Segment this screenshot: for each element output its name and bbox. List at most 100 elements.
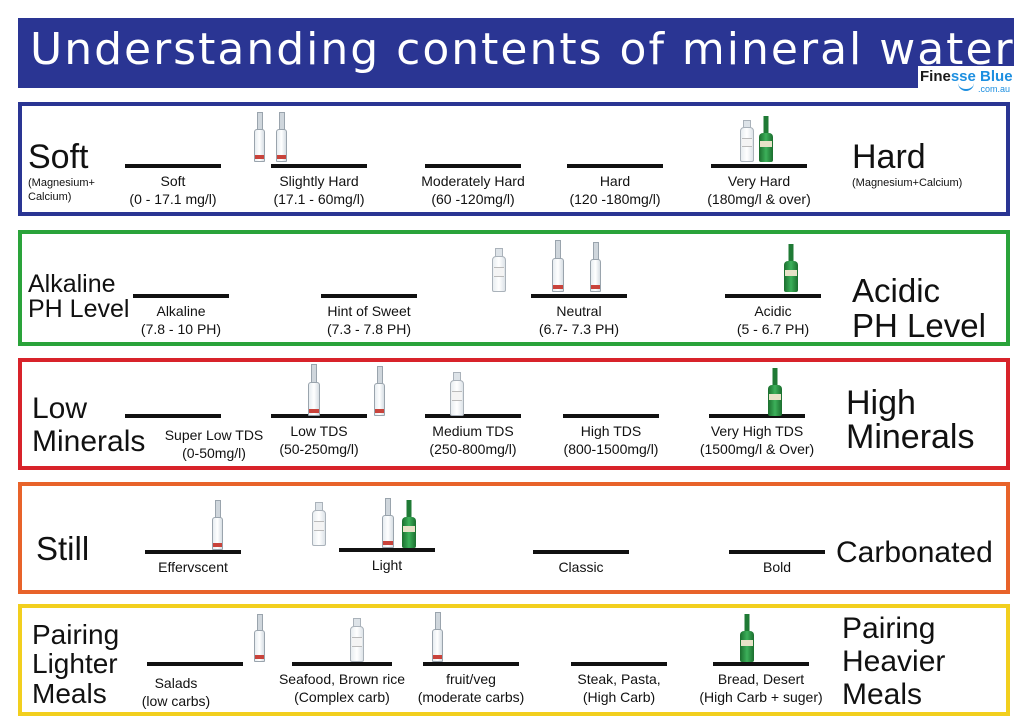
scale-line: [125, 164, 221, 168]
logo-text-b: sse Blue: [950, 68, 1013, 85]
marker-range: (250-800mg/l): [429, 441, 517, 458]
marker-name: Medium TDS: [432, 423, 514, 439]
bottle-icon: [432, 612, 443, 662]
marker-range: (6.7- 7.3 PH): [538, 321, 620, 338]
carbonation-marker-bold: Bold: [702, 550, 852, 576]
scale-line: [423, 662, 519, 666]
scale-line: [147, 662, 243, 666]
marker-range: (17.1 - 60mg/l): [273, 191, 365, 208]
marker-name: Moderately Hard: [421, 173, 525, 189]
ph-band: Alkaline PH Level Acidic PH Level Alkali…: [18, 230, 1010, 346]
pairing-marker-seafood: Seafood, Brown rice (Complex carb): [252, 662, 432, 706]
pairing-marker-salads: [120, 662, 270, 670]
marker-range: (low carbs): [141, 693, 211, 710]
scale-line: [725, 294, 821, 298]
scale-line: [271, 414, 367, 418]
bottle-icon: [740, 120, 754, 162]
marker-range: (High Carb + suger): [699, 689, 823, 706]
scale-line: [709, 414, 805, 418]
ph-right-label: Acidic PH Level: [852, 272, 986, 344]
scale-line: [711, 164, 807, 168]
scale-line: [271, 164, 367, 168]
hardness-marker-slightly-hard: Slightly Hard (17.1 - 60mg/l): [244, 164, 394, 208]
bottle-icon: [382, 498, 394, 548]
minerals-marker-very-high: Very High TDS (1500mg/l & Over): [682, 414, 832, 458]
scale-line: [125, 414, 221, 418]
hardness-left-label: Soft: [28, 138, 89, 176]
marker-range: (120 -180mg/l): [569, 191, 661, 208]
scale-line: [292, 662, 392, 666]
marker-name: Acidic: [754, 303, 792, 319]
marker-name: Very High TDS: [710, 423, 804, 439]
minerals-super-low-text: Super Low TDS (0-50mg/l): [154, 426, 274, 462]
pairing-salads-text: Salads (low carbs): [126, 674, 226, 710]
pairing-left-label: Pairing Lighter Meals: [32, 619, 120, 709]
logo-domain: .com.au: [977, 84, 1010, 94]
marker-range: (1500mg/l & Over): [699, 441, 815, 458]
marker-name: Effervscent: [158, 559, 228, 575]
bottle-icon: [350, 618, 364, 662]
marker-range: (High Carb): [582, 689, 656, 706]
marker-range: (800-1500mg/l): [563, 441, 659, 458]
bottle-icon: [308, 364, 320, 416]
bottle-icon: [740, 614, 754, 662]
bottle-icon: [254, 614, 265, 662]
bottle-icon: [590, 242, 601, 292]
marker-name: Steak, Pasta,: [577, 671, 661, 687]
scale-line: [425, 164, 521, 168]
bottle-icon: [759, 116, 773, 162]
minerals-left-label: Low Minerals: [32, 392, 146, 458]
scale-line: [729, 550, 825, 554]
marker-name: Alkaline: [156, 303, 206, 319]
bottle-icon: [312, 502, 326, 546]
marker-name: Low TDS: [290, 423, 348, 439]
bottle-icon: [402, 500, 416, 548]
bottle-icon: [450, 372, 464, 416]
marker-name: High TDS: [580, 423, 642, 439]
hardness-marker-very-hard: Very Hard (180mg/l & over): [684, 164, 834, 208]
bottle-icon: [374, 366, 385, 416]
scale-line: [563, 414, 659, 418]
carbonation-marker-classic: Classic: [506, 550, 656, 576]
scale-line: [567, 164, 663, 168]
brand-logo: Finesse Blue .com.au: [918, 66, 1014, 96]
marker-name: Salads: [154, 675, 198, 691]
minerals-marker-medium: Medium TDS (250-800mg/l): [398, 414, 548, 458]
bottle-icon: [768, 368, 782, 416]
page-title: Understanding contents of mineral waters: [30, 24, 1024, 75]
minerals-marker-low: Low TDS (50-250mg/l): [244, 414, 394, 458]
bottle-icon: [212, 500, 223, 550]
wave-icon: [958, 83, 974, 91]
marker-name: Hard: [599, 173, 631, 189]
scale-line: [425, 414, 521, 418]
minerals-band: Low Minerals High Minerals Super Low TDS…: [18, 358, 1010, 470]
pairing-marker-fruit-veg: fruit/veg (moderate carbs): [396, 662, 546, 706]
marker-name: Soft: [160, 173, 186, 189]
title-banner: Understanding contents of mineral waters: [18, 18, 1024, 88]
marker-name: Seafood, Brown rice: [278, 671, 406, 687]
ph-marker-alkaline: Alkaline (7.8 - 10 PH): [106, 294, 256, 338]
marker-range: (7.8 - 10 PH): [140, 321, 222, 338]
marker-range: (0 - 17.1 mg/l): [129, 191, 217, 208]
scale-line: [571, 662, 667, 666]
ph-marker-neutral: Neutral (6.7- 7.3 PH): [504, 294, 654, 338]
hardness-marker-moderately-hard: Moderately Hard (60 -120mg/l): [398, 164, 548, 208]
hardness-left-sub: (Magnesium+ Calcium): [28, 177, 95, 204]
marker-range: (Complex carb): [294, 689, 390, 706]
bottle-icon: [552, 240, 564, 292]
minerals-right-label: High Minerals: [846, 384, 975, 456]
scale-line: [533, 550, 629, 554]
ph-left-label: Alkaline PH Level: [28, 270, 130, 323]
ph-marker-acidic: Acidic (5 - 6.7 PH): [698, 294, 848, 338]
marker-name: Hint of Sweet: [327, 303, 411, 319]
marker-range: (moderate carbs): [417, 689, 525, 706]
scale-line: [321, 294, 417, 298]
pairing-band: Pairing Lighter Meals Pairing Heavier Me…: [18, 604, 1010, 716]
marker-range: (180mg/l & over): [707, 191, 811, 208]
marker-name: Super Low TDS: [164, 427, 264, 443]
logo-text-a: Fine: [920, 68, 951, 85]
minerals-marker-super-low: [98, 414, 248, 422]
marker-range: (7.3 - 7.8 PH): [326, 321, 412, 338]
marker-name: Very Hard: [727, 173, 791, 189]
marker-name: Light: [371, 557, 403, 573]
